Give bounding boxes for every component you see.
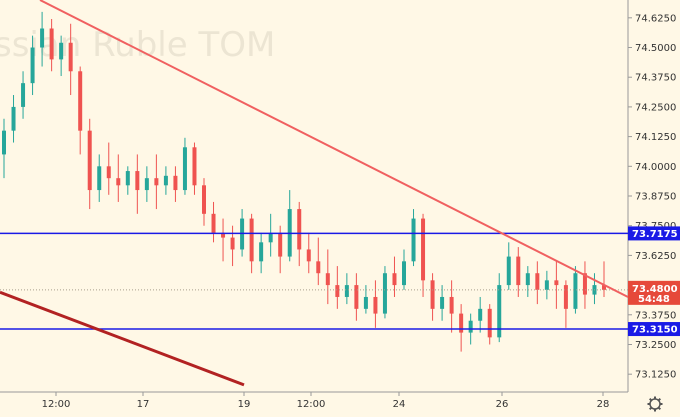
candle-body — [259, 242, 264, 262]
level-badge-label: 73.7175 — [632, 229, 678, 240]
candle-body — [392, 273, 397, 286]
settings-gear-icon[interactable] — [647, 396, 663, 412]
time-tick-label: 12:00 — [42, 399, 71, 410]
candle-body — [106, 166, 111, 179]
gear-tooth — [648, 406, 653, 411]
candle-body — [402, 261, 406, 286]
candle-body — [573, 273, 578, 309]
gear-tooth — [657, 397, 662, 402]
upper-trendline — [39, 0, 629, 298]
price-tick-label: 73.3750 — [635, 310, 676, 321]
price-tick-label: 73.2500 — [635, 340, 676, 351]
candle-body — [163, 175, 168, 186]
current-price-badge — [628, 280, 680, 305]
candle-body — [554, 280, 559, 286]
candle-body — [449, 296, 454, 314]
candle-body — [297, 209, 302, 250]
candle-body — [382, 273, 387, 314]
candle-body — [2, 130, 6, 155]
gear-ring — [649, 398, 661, 410]
price-tick-label: 74.3750 — [635, 73, 676, 84]
time-tick-label: 24 — [393, 399, 406, 410]
candle-body — [144, 178, 149, 191]
time-tick-label: 19 — [238, 399, 251, 410]
gear-tooth — [648, 397, 653, 402]
candle-body — [544, 280, 549, 290]
candle-body — [430, 280, 435, 309]
candle-body — [230, 237, 235, 250]
candle-body — [468, 320, 473, 333]
plot-area — [0, 0, 628, 392]
candle-body — [87, 130, 92, 191]
candle-body — [497, 285, 502, 338]
candle-body — [68, 42, 73, 72]
candle-body — [487, 308, 492, 338]
price-tick-label: 74.0000 — [635, 162, 676, 173]
candle-body — [49, 28, 54, 60]
candle-body — [182, 147, 187, 191]
time-tick-label: 17 — [137, 399, 150, 410]
candle-body — [582, 273, 587, 295]
candle-body — [59, 42, 64, 60]
candle-body — [411, 218, 416, 262]
time-tick-label: 12:00 — [297, 399, 326, 410]
candle-body — [116, 178, 121, 186]
candle-body — [373, 296, 378, 314]
level-badge-label: 73.3150 — [632, 325, 678, 336]
price-tick-label: 74.5000 — [635, 43, 676, 54]
lower-trendline — [0, 290, 245, 387]
candle-body — [516, 256, 521, 286]
candle-body — [354, 285, 359, 309]
candle-body — [211, 213, 216, 233]
candle-body — [30, 47, 35, 84]
candle-body — [97, 166, 102, 191]
candle-body — [21, 83, 26, 107]
candle-body — [278, 232, 283, 257]
candle-body — [535, 273, 540, 290]
price-tick-label: 73.6250 — [635, 251, 676, 262]
price-tick-label: 73.1250 — [635, 370, 676, 381]
price-tick-label: 74.6250 — [635, 13, 676, 24]
candle-body — [78, 71, 83, 131]
level-badge — [628, 322, 680, 337]
candle-body — [135, 171, 140, 191]
candle-body — [192, 147, 197, 186]
candle-body — [421, 218, 426, 281]
price-tick-label: 73.8750 — [635, 192, 676, 203]
candle-body — [249, 218, 254, 262]
candle-body — [335, 285, 340, 297]
candle-body — [202, 185, 206, 214]
watermark-text: ssian Ruble TOM — [0, 25, 275, 65]
time-tick-label: 26 — [496, 399, 509, 410]
candle-body — [506, 256, 511, 286]
candle-body — [268, 232, 273, 243]
level-badge — [628, 226, 680, 241]
candle-body — [440, 296, 445, 309]
candle-body — [363, 296, 368, 309]
candle-body — [40, 28, 45, 48]
candle-body — [306, 249, 311, 262]
price-tick-label: 74.1250 — [635, 132, 676, 143]
candle-body — [478, 308, 483, 321]
gear-tooth — [657, 406, 662, 411]
candle-body — [11, 106, 16, 131]
candle-body — [563, 285, 568, 309]
candle-body — [173, 175, 178, 191]
candle-body — [325, 273, 330, 286]
candle-body — [221, 232, 226, 238]
time-tick-label: 28 — [597, 399, 610, 410]
countdown-label: 54:48 — [638, 294, 670, 305]
price-tick-label: 74.2500 — [635, 102, 676, 113]
current-price-label: 73.4800 — [632, 284, 678, 295]
candle-body — [459, 313, 464, 333]
candle-body — [602, 285, 606, 290]
candle-body — [125, 171, 130, 186]
candle-body — [316, 261, 321, 274]
candle-body — [154, 178, 159, 186]
candle-body — [344, 285, 349, 297]
candle-body — [525, 273, 530, 286]
